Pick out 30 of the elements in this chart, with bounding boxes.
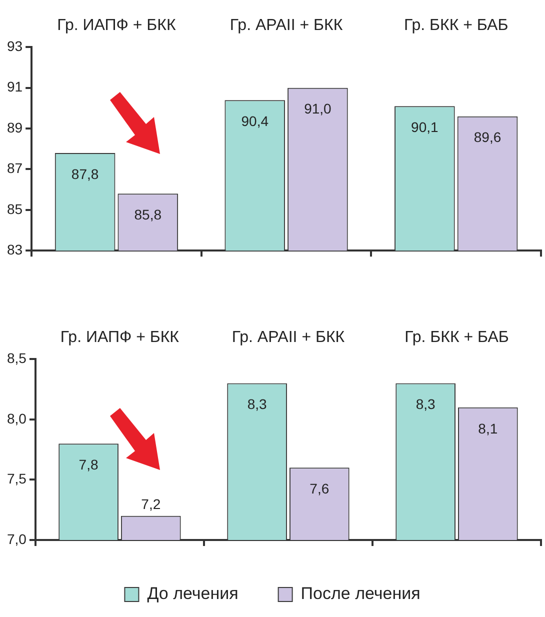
data-label: 87,8	[71, 166, 99, 182]
y-tick-label: 7,5	[6, 470, 27, 487]
y-tick-label: 89	[6, 119, 23, 136]
y-tick-label: 87	[6, 160, 23, 176]
data-label: 8,3	[416, 396, 436, 412]
x-tick-label: Гр. ИАПФ + БКК	[60, 329, 180, 346]
x-tick-label: Гр. БКК + БАБ	[404, 329, 509, 346]
data-label: 85,8	[134, 206, 162, 223]
data-label: 91,0	[304, 100, 332, 117]
y-tick-label: 91	[6, 78, 23, 95]
x-tick-label: Гр. ИАПФ + БКК	[57, 17, 176, 34]
data-label: 90,4	[241, 112, 269, 129]
y-tick-label: 83	[6, 241, 23, 258]
legend-label: После лечения	[300, 584, 420, 604]
x-tick-label: Гр. АРАII + БКК	[230, 17, 344, 34]
data-label: 7,2	[141, 496, 161, 512]
x-tick-label: Гр. БКК + БАБ	[404, 17, 508, 34]
data-label: 89,6	[474, 129, 502, 146]
y-tick-label: 8,5	[6, 350, 27, 366]
data-label: 90,1	[411, 119, 439, 136]
data-label: 8,1	[478, 420, 498, 436]
data-label: 7,6	[310, 480, 330, 497]
y-tick-label: 85	[6, 200, 23, 217]
y-tick-label: 8,0	[6, 410, 27, 426]
y-tick-label: 7,0	[6, 530, 27, 547]
data-label: 7,8	[78, 456, 98, 472]
x-tick-label: Гр. АРАII + БКК	[232, 329, 346, 346]
data-label: 8,3	[247, 396, 267, 412]
y-tick-label: 93	[6, 38, 23, 54]
legend-label: До лечения	[147, 584, 238, 604]
